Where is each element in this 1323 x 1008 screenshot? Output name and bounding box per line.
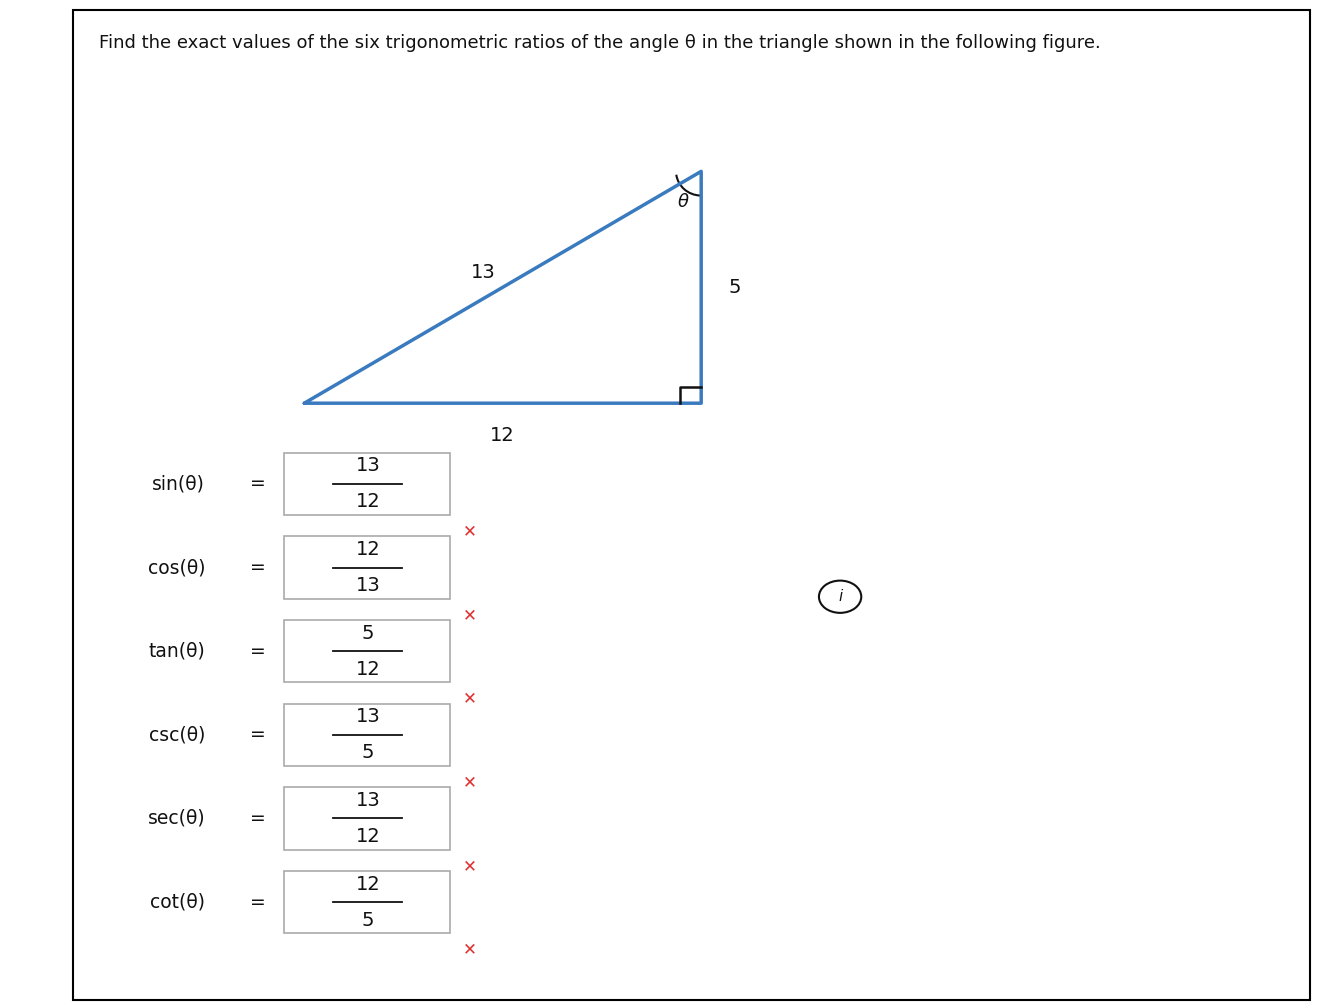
FancyBboxPatch shape [284,536,450,599]
Text: =: = [250,558,266,577]
Text: sin(θ): sin(θ) [152,475,205,493]
FancyBboxPatch shape [284,787,450,850]
Text: 12: 12 [356,828,380,846]
Text: =: = [250,475,266,493]
Text: 5: 5 [361,911,374,929]
Text: 5: 5 [361,624,374,642]
Text: 12: 12 [356,875,380,893]
Text: 13: 13 [471,263,495,281]
Text: ✕: ✕ [463,773,476,791]
Text: 12: 12 [356,540,380,558]
Text: csc(θ): csc(θ) [148,726,205,744]
Text: sec(θ): sec(θ) [147,809,205,828]
Text: ✕: ✕ [463,606,476,624]
FancyBboxPatch shape [284,620,450,682]
Text: 12: 12 [356,493,380,511]
Text: =: = [250,893,266,911]
Text: 5: 5 [728,278,741,296]
Text: i: i [837,590,843,604]
FancyBboxPatch shape [284,704,450,766]
Text: ✕: ✕ [463,857,476,875]
Text: =: = [250,809,266,828]
Text: 13: 13 [356,457,380,475]
Text: 13: 13 [356,708,380,726]
Text: 13: 13 [356,791,380,809]
Text: tan(θ): tan(θ) [148,642,205,660]
Text: ✕: ✕ [463,940,476,959]
FancyBboxPatch shape [284,871,450,933]
FancyBboxPatch shape [284,453,450,515]
Text: =: = [250,642,266,660]
Text: 12: 12 [491,426,515,445]
Text: $\theta$: $\theta$ [677,193,691,211]
Text: cos(θ): cos(θ) [148,558,205,577]
Text: ✕: ✕ [463,689,476,708]
Text: =: = [250,726,266,744]
Text: Find the exact values of the six trigonometric ratios of the angle θ in the tria: Find the exact values of the six trigono… [99,34,1101,52]
Text: ✕: ✕ [463,522,476,540]
Text: 13: 13 [356,577,380,595]
Text: 12: 12 [356,660,380,678]
Text: cot(θ): cot(θ) [149,893,205,911]
Text: 5: 5 [361,744,374,762]
